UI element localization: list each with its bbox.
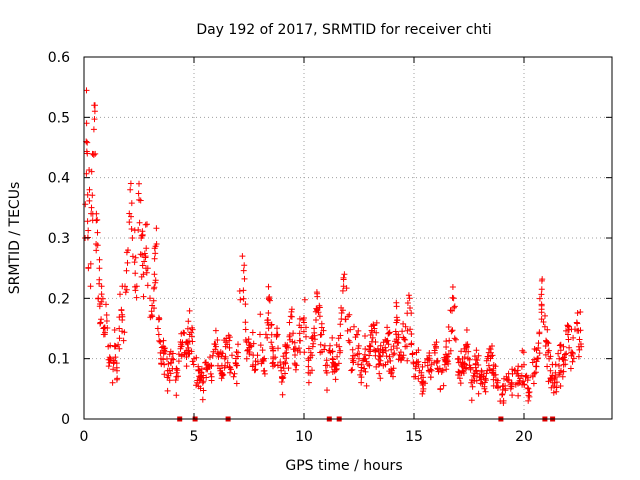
y-axis-label: SRMTID / TECUs xyxy=(7,182,23,295)
y-tick-label: 0 xyxy=(61,412,70,428)
y-tick-label: 0.4 xyxy=(48,171,70,187)
y-tick-label: 0.5 xyxy=(48,110,70,126)
x-axis-label: GPS time / hours xyxy=(285,458,402,474)
x-tick-label: 0 xyxy=(80,429,89,445)
y-tick-label: 0.1 xyxy=(48,352,70,368)
chart-title: Day 192 of 2017, SRMTID for receiver cht… xyxy=(196,22,491,38)
axes: 0 0.1 0.2 0.3 0.4 0.5 0.6 0 5 10 15 20 xyxy=(48,50,612,445)
x-tick-label: 10 xyxy=(295,429,313,445)
x-tick-label: 15 xyxy=(405,429,423,445)
x-tick-label: 20 xyxy=(515,429,533,445)
scatter-points xyxy=(82,87,585,406)
y-tick-label: 0.6 xyxy=(48,50,70,66)
data-points xyxy=(82,87,585,406)
x-tick-label: 5 xyxy=(190,429,199,445)
grid xyxy=(84,57,612,419)
y-tick-label: 0.3 xyxy=(48,231,70,247)
y-tick-label: 0.2 xyxy=(48,291,70,307)
